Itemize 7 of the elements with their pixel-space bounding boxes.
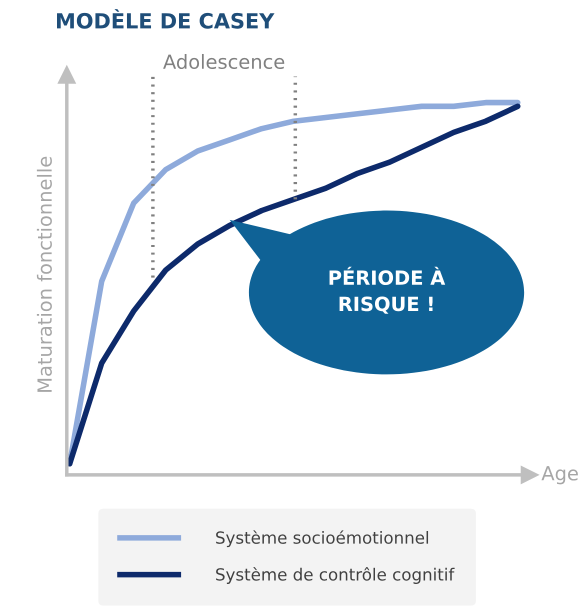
text: Adolescence bbox=[163, 54, 284, 70]
annotation: PÉRIODE À RISQUE ! bbox=[330, 266, 446, 314]
chart-title: MODÈLE DE CASEY bbox=[57, 9, 275, 29]
legend-label: Système de contrôle cognitif bbox=[216, 567, 455, 584]
y-axis-title: Maturation fonctionnelle bbox=[36, 156, 52, 392]
legend-label: Système socioémotionnel bbox=[216, 530, 428, 548]
x-axis-title: Age bbox=[541, 466, 578, 484]
